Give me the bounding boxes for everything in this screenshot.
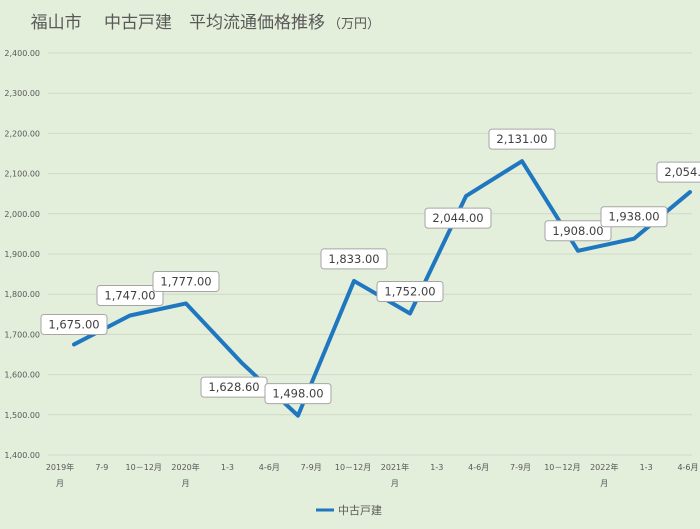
data-label: 1,938.00 — [600, 206, 668, 228]
data-label-box — [96, 285, 164, 307]
data-label-text: 1,747.00 — [104, 289, 155, 303]
y-tick-label: 2,300.00 — [4, 89, 40, 98]
data-label-text: 1,628.60 — [208, 380, 259, 394]
data-label-text: 2,044.00 — [432, 211, 483, 225]
data-label-text: 1,833.00 — [328, 252, 379, 266]
x-tick-label: 4-6月 — [677, 463, 698, 472]
y-tick-label: 2,400.00 — [4, 49, 40, 58]
data-label-text: 2,131.00 — [496, 132, 547, 146]
chart-title: 福山市 中古戸建 平均流通価格推移 — [31, 13, 325, 33]
x-tick-label: 4-6月 — [468, 463, 489, 472]
data-label-text: 1,908.00 — [552, 224, 603, 238]
x-tick-label: 月 — [56, 479, 64, 488]
data-label-box — [40, 313, 108, 335]
x-tick-label: 1-3 — [640, 463, 653, 472]
legend: 中古戸建 — [316, 503, 382, 517]
x-tick-label: 月 — [600, 479, 608, 488]
data-label-box — [600, 206, 668, 228]
data-label-box — [152, 270, 220, 292]
y-tick-label: 1,700.00 — [4, 330, 40, 339]
data-label-box — [488, 128, 556, 150]
data-label-box — [544, 220, 612, 242]
data-label-text: 1,938.00 — [608, 210, 659, 224]
data-label-box — [320, 248, 388, 270]
y-axis: 1,400.00 1,500.00 1,600.00 1,700.00 1,800.00… — [4, 49, 40, 460]
x-tick-label: 2022年 — [590, 462, 618, 472]
x-tick-label: 10－12月 — [544, 463, 580, 472]
x-tick-label: 2021年 — [381, 462, 409, 472]
x-tick-label: 7-9 — [95, 463, 108, 472]
data-label: 2,131.00 — [488, 128, 556, 150]
y-tick-label: 1,400.00 — [4, 451, 40, 460]
x-tick-label: 4-6月 — [259, 463, 280, 472]
data-label-box — [264, 383, 332, 405]
data-label-box — [424, 207, 492, 229]
y-tick-label: 2,000.00 — [4, 210, 40, 219]
y-tick-label: 2,100.00 — [4, 170, 40, 179]
y-tick-label: 1,500.00 — [4, 411, 40, 420]
data-label: 1,777.00 — [152, 270, 220, 292]
x-tick-label: 1-3 — [221, 463, 234, 472]
data-label-text: 1,777.00 — [160, 274, 211, 288]
x-tick-label: 7-9月 — [510, 463, 531, 472]
chart-title-unit: （万円） — [328, 17, 380, 32]
y-tick-label: 1,600.00 — [4, 371, 40, 380]
data-label: 2,044.00 — [424, 207, 492, 229]
data-label: 1,675.00 — [40, 313, 108, 335]
x-tick-label: 10－12月 — [126, 463, 162, 472]
x-tick-label: 2020年 — [171, 462, 199, 472]
data-label: 1,752.00 — [376, 280, 444, 302]
x-tick-label: 1-3 — [430, 463, 443, 472]
x-tick-label: 7-9月 — [301, 463, 322, 472]
data-label-box — [376, 280, 444, 302]
data-label: 1,628.60 — [200, 376, 268, 398]
data-label: 1,908.00 — [544, 220, 612, 242]
data-labels: 1,675.00 1,747.00 1,777.00 1,628.60 1,498.00… — [40, 128, 700, 405]
data-label-text: 1,675.00 — [48, 317, 99, 331]
data-label: 1,833.00 — [320, 248, 388, 270]
x-tick-label: 月 — [182, 479, 190, 488]
y-tick-label: 2,200.00 — [4, 129, 40, 138]
y-tick-label: 1,800.00 — [4, 290, 40, 299]
legend-label: 中古戸建 — [338, 503, 382, 517]
data-label: 1,498.00 — [264, 383, 332, 405]
data-label: 1,747.00 — [96, 285, 164, 307]
data-label: 2,054.00 — [656, 161, 700, 183]
data-label-box — [656, 161, 700, 183]
data-label-text: 2,054.00 — [664, 165, 700, 179]
x-tick-label: 10－12月 — [335, 463, 371, 472]
y-tick-label: 1,900.00 — [4, 250, 40, 259]
x-tick-label: 月 — [391, 479, 399, 488]
data-label-text: 1,752.00 — [384, 284, 435, 298]
data-label-text: 1,498.00 — [272, 387, 323, 401]
x-tick-label: 2019年 — [46, 462, 74, 472]
